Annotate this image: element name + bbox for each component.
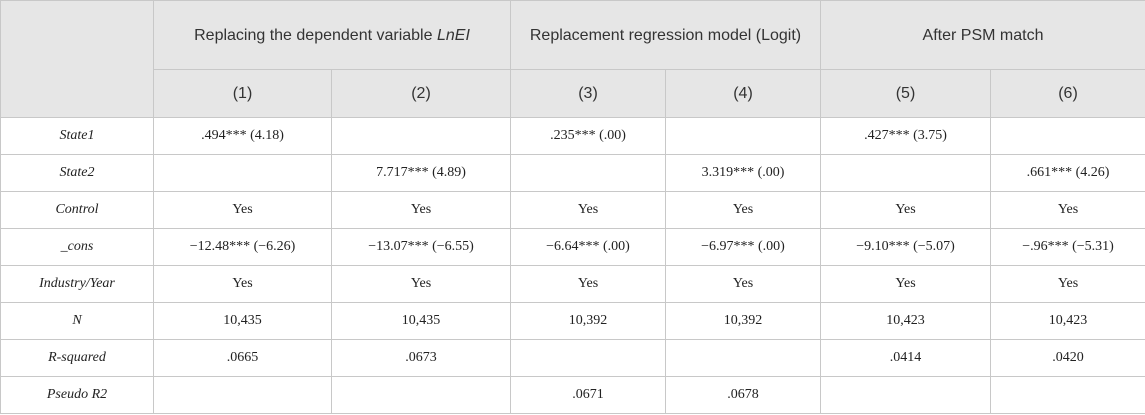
table-cell: Yes [331,191,511,229]
table-cell [665,117,821,155]
table-cell: −12.48*** (−6.26) [153,228,332,266]
group-header-dependent-variable: Replacing the dependent variable LnEI [153,0,511,70]
table-cell [665,339,821,377]
table-row: Industry/Year Yes Yes Yes Yes Yes Yes [0,265,1145,303]
table-cell [989,376,1145,414]
group-header-regression-model: Replacement regression model (Logit) [510,0,821,70]
column-header: (1) [153,69,332,118]
table-cell: −.96*** (−5.31) [989,228,1145,266]
row-label: Industry/Year [0,265,154,303]
table-cell: .0665 [153,339,332,377]
table-cell: .235*** (.00) [510,117,666,155]
column-header: (3) [510,69,666,118]
table-cell: −6.64*** (.00) [510,228,666,266]
row-label: N [0,302,154,340]
table-cell: Yes [820,191,991,229]
table-cell [331,376,511,414]
row-label: State2 [0,154,154,192]
table-cell [331,117,511,155]
group-header-label: Replacing the dependent variable [194,26,433,44]
table-cell: Yes [665,265,821,303]
column-header: (2) [331,69,511,118]
row-label: _cons [0,228,154,266]
table-cell: Yes [510,265,666,303]
row-label: State1 [0,117,154,155]
table-cell: 3.319*** (.00) [665,154,821,192]
table-cell: 10,392 [665,302,821,340]
table-cell: 10,423 [989,302,1145,340]
table-cell [820,154,991,192]
table-row: _cons −12.48*** (−6.26) −13.07*** (−6.55… [0,228,1145,266]
row-label: Control [0,191,154,229]
table-cell: .661*** (4.26) [989,154,1145,192]
table-row: Control Yes Yes Yes Yes Yes Yes [0,191,1145,229]
table-row: N 10,435 10,435 10,392 10,392 10,423 10,… [0,302,1145,340]
table-cell: .0420 [989,339,1145,377]
table-cell [153,154,332,192]
corner-header-cell [0,0,154,118]
table-cell: .0671 [510,376,666,414]
table-cell: .494*** (4.18) [153,117,332,155]
group-header-row: Replacing the dependent variable LnEI Re… [0,0,1145,118]
table-cell: .427*** (3.75) [820,117,991,155]
table-row: Pseudo R2 .0671 .0678 [0,376,1145,414]
column-number-row: (1) (2) (3) (4) (5) (6) [1,69,1145,118]
row-label: R-squared [0,339,154,377]
table-cell: 10,423 [820,302,991,340]
table-cell: Yes [510,191,666,229]
table-cell: .0414 [820,339,991,377]
row-label: Pseudo R2 [0,376,154,414]
table-cell: 10,435 [331,302,511,340]
table-cell [510,339,666,377]
table-row: R-squared .0665 .0673 .0414 .0420 [0,339,1145,377]
column-header: (6) [989,69,1145,118]
table-cell: Yes [665,191,821,229]
table-cell: 10,392 [510,302,666,340]
table-cell: Yes [989,265,1145,303]
table-cell: 7.717*** (4.89) [331,154,511,192]
group-header-label: After PSM match [922,26,1044,44]
group-header-label-italic: LnEI [436,26,470,44]
table-cell: −13.07*** (−6.55) [331,228,511,266]
table-row: State1 .494*** (4.18) .235*** (.00) .427… [0,117,1145,155]
table-cell [153,376,332,414]
table-cell: −6.97*** (.00) [665,228,821,266]
column-header: (5) [820,69,991,118]
table-cell: Yes [153,191,332,229]
table-cell: −9.10*** (−5.07) [820,228,991,266]
table-cell: 10,435 [153,302,332,340]
table-row: State2 7.717*** (4.89) 3.319*** (.00) .6… [0,154,1145,192]
column-header: (4) [665,69,821,118]
table-cell: .0678 [665,376,821,414]
group-header-psm-match: After PSM match [819,0,1145,70]
table-cell: Yes [820,265,991,303]
table-cell [820,376,991,414]
table-cell: Yes [331,265,511,303]
table-cell: .0673 [331,339,511,377]
group-header-label: Replacement regression model (Logit) [529,26,802,44]
table-cell [989,117,1145,155]
table-cell [510,154,666,192]
table-cell: Yes [153,265,332,303]
table-cell: Yes [989,191,1145,229]
